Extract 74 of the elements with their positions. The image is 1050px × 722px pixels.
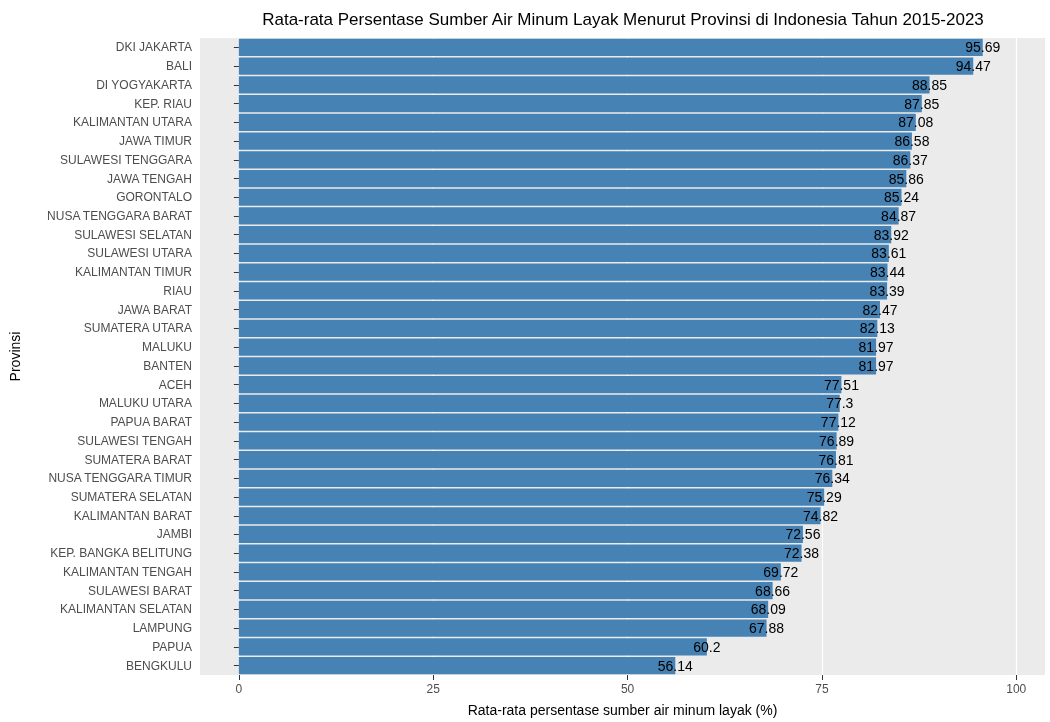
data-label: 87.08 (898, 114, 934, 131)
y-tick-label: SULAWESI BARAT (87, 583, 193, 598)
y-tick-label: SULAWESI UTARA (87, 246, 192, 261)
chart-title: Rata-rata Persentase Sumber Air Minum Layak Menurut Provinsi di Indonesia Tahun 2015-2023 (262, 10, 984, 29)
y-tick-label: NUSA TENGGARA TIMUR (48, 471, 193, 486)
y-tick-label: DKI JAKARTA (115, 40, 192, 55)
y-tick-label: BALI (165, 59, 192, 74)
y-axis-title: Provinsi (7, 331, 23, 382)
data-label: 83.61 (871, 245, 907, 262)
y-tick-label: KALIMANTAN TENGAH (63, 564, 192, 579)
y-tick-label: SULAWESI TENGGARA (59, 152, 192, 167)
data-label: 94.47 (955, 58, 991, 75)
y-tick-label: MALUKU (141, 340, 192, 355)
data-label: 76.34 (814, 470, 851, 487)
data-label: 83.44 (869, 264, 906, 281)
data-label: 75.29 (806, 489, 842, 506)
y-tick-label: BENGKULU (125, 658, 192, 673)
data-label: 72.56 (785, 526, 821, 543)
y-tick-label: SULAWESI TENGAH (77, 433, 192, 448)
y-tick-label: KALIMANTAN TIMUR (75, 265, 193, 280)
y-tick-label: GORONTALO (116, 190, 192, 205)
data-label: 81.97 (858, 339, 894, 356)
y-tick-label: RIAU (163, 283, 192, 298)
x-tick-label: 75 (815, 682, 829, 696)
y-tick-label: KALIMANTAN UTARA (73, 115, 192, 130)
data-label: 83.92 (873, 226, 909, 243)
data-label: 68.09 (750, 601, 786, 618)
data-label: 77.3 (826, 395, 854, 412)
data-label: 86.58 (894, 133, 930, 150)
y-tick-label: DI YOGYAKARTA (96, 77, 192, 92)
y-tick-label: JAWA TENGAH (107, 171, 192, 186)
data-label: 68.66 (755, 582, 791, 599)
y-tick-label: KEP. RIAU (134, 96, 192, 111)
data-label: 72.38 (784, 545, 820, 562)
data-label: 69.72 (763, 563, 799, 580)
data-label: 77.51 (823, 376, 860, 393)
y-tick-label: SUMATERA SELATAN (70, 490, 192, 505)
data-label: 81.97 (858, 357, 894, 374)
y-tick-label: KALIMANTAN SELATAN (59, 602, 192, 617)
x-tick-label: 100 (1006, 682, 1027, 696)
data-label: 74.82 (802, 507, 839, 524)
data-label: 85.24 (883, 189, 920, 206)
data-label: 76.81 (818, 451, 854, 468)
data-label: 87.85 (904, 95, 940, 112)
y-tick-label: KALIMANTAN BARAT (73, 508, 193, 523)
y-tick-label: SUMATERA BARAT (84, 452, 193, 467)
y-tick-label: LAMPUNG (132, 621, 192, 636)
y-tick-label: MALUKU UTARA (98, 396, 192, 411)
data-label: 67.88 (749, 620, 785, 637)
data-label: 85.86 (888, 170, 925, 187)
y-tick-label: SUMATERA UTARA (83, 321, 192, 336)
y-tick-label: SULAWESI SELATAN (74, 227, 192, 242)
data-label: 95.69 (965, 39, 1001, 56)
y-tick-label: PAPUA (152, 639, 192, 654)
y-tick-label: JAWA BARAT (117, 302, 193, 317)
y-tick-label: NUSA TENGGARA BARAT (47, 208, 193, 223)
y-tick-label: PAPUA BARAT (110, 415, 193, 430)
data-label: 86.37 (892, 151, 929, 168)
x-tick-label: 0 (235, 682, 243, 696)
data-label: 56.14 (657, 657, 694, 674)
data-label: 76.89 (819, 432, 855, 449)
data-label: 88.85 (912, 76, 948, 93)
y-tick-label: JAWA TIMUR (119, 134, 193, 149)
x-tick-label: 50 (620, 682, 635, 696)
data-label: 83.39 (869, 282, 905, 299)
x-axis-title: Rata-rata persentase sumber air minum layak (%) (467, 702, 778, 718)
y-tick-label: JAMBI (156, 527, 192, 542)
data-label: 82.47 (862, 301, 898, 318)
y-tick-label: BANTEN (143, 358, 192, 373)
data-label: 60.2 (693, 638, 721, 655)
data-label: 84.87 (881, 207, 917, 224)
x-tick-label: 25 (426, 682, 441, 696)
y-tick-label: ACEH (158, 377, 192, 392)
y-tick-label: KEP. BANGKA BELITUNG (50, 546, 192, 561)
